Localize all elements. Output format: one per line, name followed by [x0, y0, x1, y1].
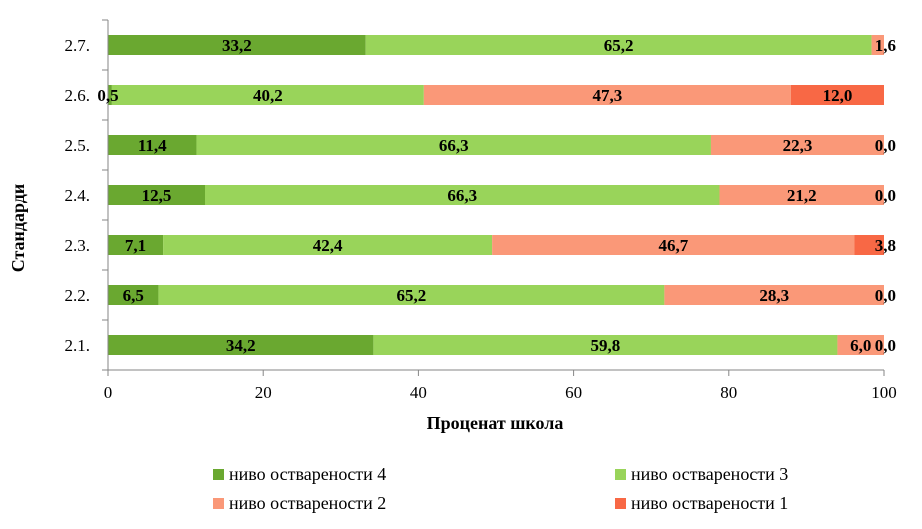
bar-segment — [492, 235, 855, 255]
legend-swatch — [213, 469, 224, 480]
data-label: 7,1 — [125, 236, 146, 255]
data-label: 3,8 — [875, 236, 896, 255]
data-labels-layer: 34,2 59,8 6,0 0,06,5 65,2 28,3 0,07,1 42,4 46,7 3… — [97, 36, 896, 355]
bar-segment — [108, 135, 197, 155]
x-tick-label: 0 — [104, 383, 113, 402]
legend-swatch — [615, 498, 626, 509]
data-label: 66,3 — [439, 136, 469, 155]
data-label: 28,3 — [759, 286, 789, 305]
legend-swatch — [615, 469, 626, 480]
bar-segment — [108, 185, 205, 205]
category-label: 2.4. — [65, 186, 91, 205]
bar-segment — [373, 335, 838, 355]
bar-segment — [854, 235, 884, 255]
x-tick-label: 20 — [255, 383, 272, 402]
category-labels: 2.1. 2.2. 2.3. 2.4. 2.5. 2.6. 2.7. — [65, 36, 91, 355]
category-label: 2.3. — [65, 236, 91, 255]
legend-label: ниво оствареноcти 4 — [229, 464, 386, 484]
data-label: 1,6 — [875, 36, 896, 55]
bar-segment — [196, 135, 711, 155]
bar-segment — [108, 235, 164, 255]
category-label: 2.1. — [65, 336, 91, 355]
legend-swatch — [213, 498, 224, 509]
bar-segment — [871, 35, 884, 55]
bar-segment — [158, 285, 665, 305]
bar-segment — [163, 235, 493, 255]
bar-segment — [790, 85, 884, 105]
data-label: 22,3 — [783, 136, 813, 155]
bar-segment — [108, 285, 159, 305]
data-label: 0,0 — [875, 286, 896, 305]
y-axis-title: Стандарди — [8, 184, 28, 273]
data-label: 6,0 — [850, 336, 871, 355]
data-label: 46,7 — [658, 236, 688, 255]
data-label: 42,4 — [313, 236, 343, 255]
data-label: 34,2 — [226, 336, 256, 355]
legend-label: ниво оствареноcти 2 — [229, 493, 386, 513]
legend-label: ниво оствареноcти 1 — [631, 493, 788, 513]
data-label: 11,4 — [138, 136, 167, 155]
bar-segment — [108, 85, 112, 105]
bar-segment — [664, 285, 884, 305]
category-label: 2.7. — [65, 36, 91, 55]
data-label: 65,2 — [604, 36, 634, 55]
data-label: 0,5 — [97, 86, 118, 105]
data-label: 21,2 — [787, 186, 817, 205]
bar-segment — [205, 185, 720, 205]
bar-segment — [837, 335, 884, 355]
data-label: 0,0 — [875, 136, 896, 155]
data-label: 6,5 — [123, 286, 144, 305]
x-axis: 0 20 40 60 80 100 — [102, 19, 897, 402]
data-label: 12,0 — [823, 86, 853, 105]
bar-segment — [710, 135, 884, 155]
data-label: 47,3 — [592, 86, 622, 105]
bar-segment — [108, 35, 366, 55]
category-label: 2.2. — [65, 286, 91, 305]
bar-segment — [365, 35, 872, 55]
x-axis-title: Проценат школа — [427, 413, 564, 433]
x-tick-label: 40 — [410, 383, 427, 402]
x-tick-label: 100 — [871, 383, 897, 402]
data-label: 33,2 — [222, 36, 252, 55]
data-label: 65,2 — [397, 286, 427, 305]
category-label: 2.5. — [65, 136, 91, 155]
data-label: 40,2 — [253, 86, 283, 105]
bar-segment — [111, 85, 424, 105]
bar-segment — [423, 85, 791, 105]
data-label: 66,3 — [447, 186, 477, 205]
bar-segment — [719, 185, 884, 205]
bar-segment — [108, 335, 374, 355]
x-tick-label: 80 — [720, 383, 737, 402]
data-label: 12,5 — [142, 186, 172, 205]
data-label: 0,0 — [875, 186, 896, 205]
data-label: 59,8 — [591, 336, 621, 355]
x-tick-label: 60 — [565, 383, 582, 402]
legend-label: ниво оствареноcти 3 — [631, 464, 788, 484]
bars-layer — [108, 35, 884, 355]
legend: ниво оствареноcти 4 ниво оствареноcти 3 ни… — [213, 464, 788, 513]
category-label: 2.6. — [65, 86, 91, 105]
data-label: 0,0 — [875, 336, 896, 355]
